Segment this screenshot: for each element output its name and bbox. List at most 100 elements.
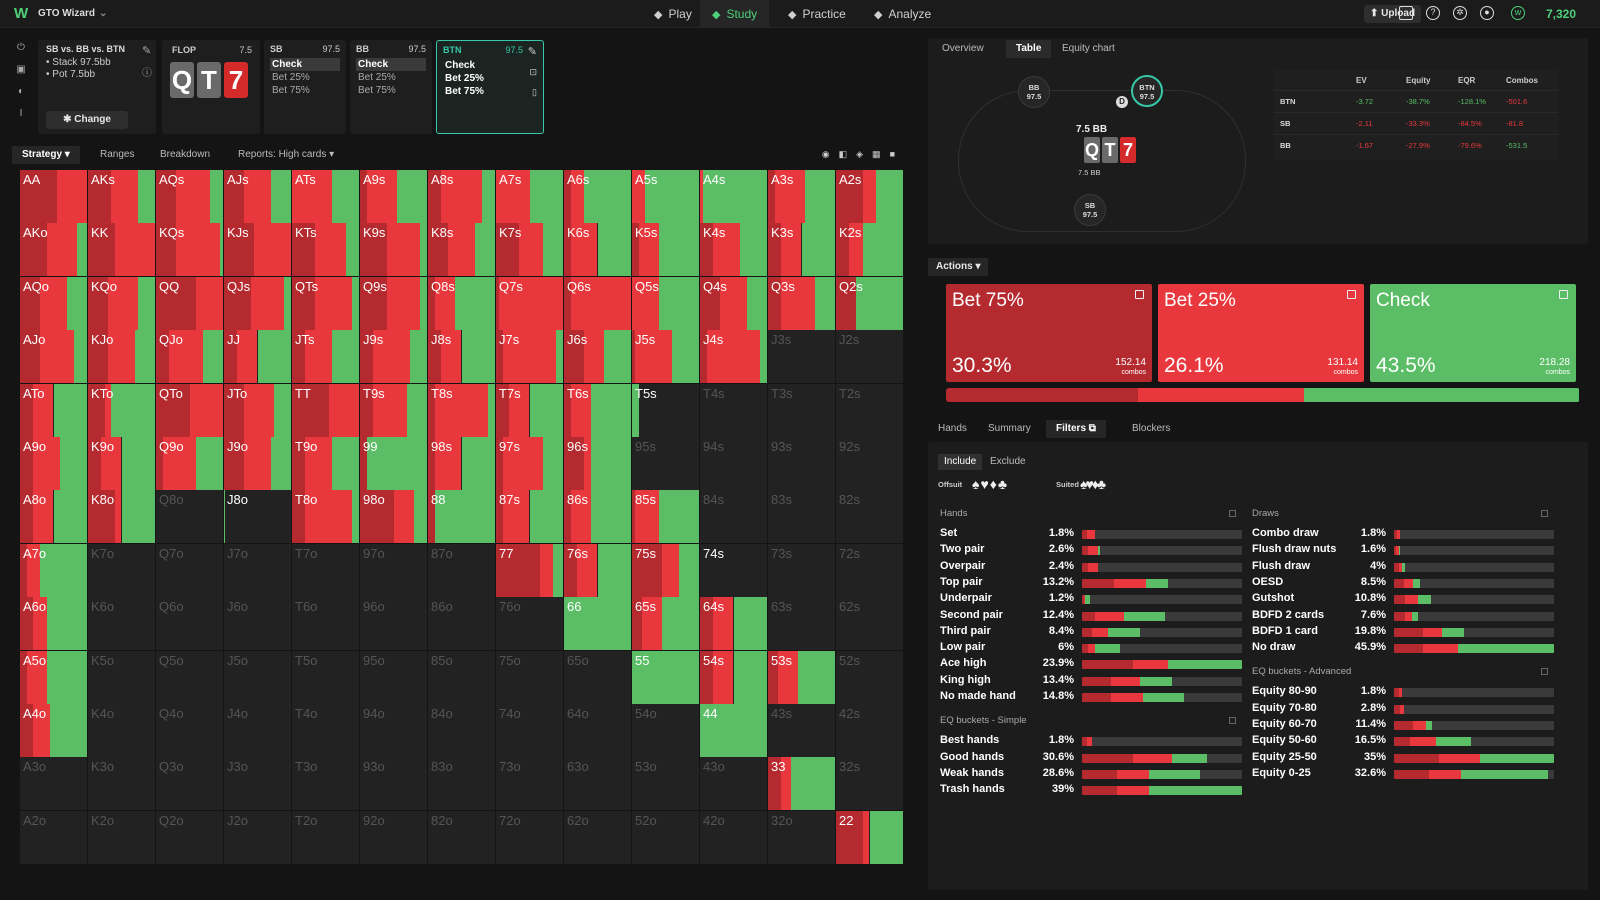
hand-cell[interactable]: 97s	[496, 437, 563, 490]
filter-row[interactable]: Weak hands 28.6%	[940, 766, 1242, 782]
seat-action-bet-25[interactable]: Bet 25%	[445, 73, 484, 84]
hand-cell[interactable]: A5o	[20, 650, 87, 704]
hand-cell[interactable]: T9o	[292, 437, 359, 490]
hand-cell[interactable]: 53o	[632, 757, 699, 811]
hand-cell[interactable]: 84o	[428, 704, 495, 757]
hand-cell[interactable]: J7s	[496, 330, 563, 384]
filter-row[interactable]: Third pair 8.4%	[940, 624, 1242, 640]
hand-cell[interactable]: K6s	[564, 223, 631, 277]
hand-cell[interactable]: T3s	[768, 383, 835, 437]
tab-filters[interactable]: Filters ⧉	[1046, 420, 1106, 438]
controller-icon[interactable]: ◐	[17, 86, 25, 97]
hand-cell[interactable]: J4s	[700, 330, 767, 384]
hand-cell[interactable]: J6s	[564, 330, 631, 384]
hand-cell[interactable]: 66	[564, 597, 631, 651]
hand-cell[interactable]: Q8o	[156, 490, 223, 544]
hand-cell[interactable]: 93s	[768, 437, 835, 490]
hand-cell[interactable]: 43s	[768, 704, 835, 757]
hand-cell[interactable]: 42o	[700, 810, 767, 864]
hand-cell[interactable]: AJs	[224, 170, 291, 223]
tab-reports[interactable]: Reports: High cards ▾	[238, 149, 335, 160]
table-seat-bb[interactable]: BB 97.5	[1018, 76, 1050, 108]
hand-cell[interactable]: ATo	[20, 383, 87, 437]
hand-cell[interactable]: K4s	[700, 223, 767, 277]
filter-row[interactable]: Flush draw 4%	[1252, 559, 1554, 575]
help-icon[interactable]: ?	[1426, 6, 1440, 20]
filter-row[interactable]: Equity 70-80 2.8%	[1252, 701, 1554, 717]
hand-cell[interactable]: KTo	[88, 383, 155, 437]
tab-table[interactable]: Table	[1006, 40, 1052, 58]
table-seat-btn[interactable]: BTN 97.5	[1131, 75, 1163, 107]
hand-cell[interactable]: A9o	[20, 437, 87, 490]
hand-cell[interactable]: Q5o	[156, 650, 223, 704]
hand-cell[interactable]: J4o	[224, 704, 291, 757]
hand-cell[interactable]: A6s	[564, 170, 631, 223]
hand-cell[interactable]: 43o	[700, 757, 767, 811]
filter-row[interactable]: Underpair 1.2%	[940, 591, 1242, 607]
tab-overview[interactable]: Overview	[942, 43, 984, 54]
tab-equity-chart[interactable]: Equity chart	[1062, 43, 1115, 54]
hand-cell[interactable]: Q2s	[836, 276, 903, 330]
filter-row[interactable]: Overpair 2.4%	[940, 559, 1242, 575]
filter-row[interactable]: Second pair 12.4%	[940, 608, 1242, 624]
hand-cell[interactable]: Q5s	[632, 276, 699, 330]
hand-cell[interactable]: A4o	[20, 704, 87, 757]
hand-cell[interactable]: A7o	[20, 543, 87, 597]
hand-cell[interactable]: 87s	[496, 490, 563, 544]
hand-cell[interactable]: J5s	[632, 330, 699, 384]
filter-row[interactable]: Equity 0-25 32.6%	[1252, 766, 1554, 782]
hand-cell[interactable]: QTo	[156, 383, 223, 437]
hand-cell[interactable]: AQo	[20, 276, 87, 330]
hand-cell[interactable]: 97o	[360, 543, 427, 597]
seat-sb[interactable]: 97.5 SB Check Bet 25% Bet 75%	[264, 40, 346, 134]
hand-cell[interactable]: K7o	[88, 543, 155, 597]
hand-cell[interactable]: J5o	[224, 650, 291, 704]
hand-cell[interactable]: 72o	[496, 810, 563, 864]
hand-cell[interactable]: T8s	[428, 383, 495, 437]
screenshot-icon[interactable]	[1399, 6, 1413, 20]
edit-seat-icon[interactable]: ✎	[527, 46, 537, 58]
hand-cell[interactable]: 77	[496, 543, 563, 597]
hand-cell[interactable]: K9s	[360, 223, 427, 277]
action-card-bet-75-[interactable]: Bet 75% 30.3% 152.14 combos	[946, 284, 1152, 382]
hand-cell[interactable]: Q7s	[496, 276, 563, 330]
hand-cell[interactable]: 95o	[360, 650, 427, 704]
hand-cell[interactable]: Q8s	[428, 276, 495, 330]
hand-cell[interactable]: 54s	[700, 650, 767, 704]
hand-cell[interactable]: Q4s	[700, 276, 767, 330]
hand-cell[interactable]: T5s	[632, 383, 699, 437]
seat-action-check[interactable]: Check	[356, 58, 426, 71]
hand-cell[interactable]: T9s	[360, 383, 427, 437]
hand-cell[interactable]: 92o	[360, 810, 427, 864]
lock-icon[interactable]: ⊡	[529, 67, 537, 77]
hand-cell[interactable]: 98o	[360, 490, 427, 544]
hand-cell[interactable]: KTs	[292, 223, 359, 277]
hand-cell[interactable]: 88	[428, 490, 495, 544]
hand-cell[interactable]: A8s	[428, 170, 495, 223]
offsuit-suit-filters[interactable]: ♠♥♦♣	[972, 476, 1009, 492]
hand-cell[interactable]: 85s	[632, 490, 699, 544]
filter-row[interactable]: BDFD 2 cards 7.6%	[1252, 608, 1554, 624]
hand-cell[interactable]: QJo	[156, 330, 223, 384]
hand-cell[interactable]: 98s	[428, 437, 495, 490]
hand-cell[interactable]: 86o	[428, 597, 495, 651]
hand-cell[interactable]: J2o	[224, 810, 291, 864]
hand-cell[interactable]: A3o	[20, 757, 87, 811]
hand-cell[interactable]: A4s	[700, 170, 767, 223]
filter-row[interactable]: Equity 80-90 1.8%	[1252, 684, 1554, 700]
hand-cell[interactable]: 83o	[428, 757, 495, 811]
info-icon[interactable]: ⓘ	[142, 68, 152, 79]
hand-cell[interactable]: 65s	[632, 597, 699, 651]
power-icon[interactable]: ⏻	[17, 42, 25, 53]
hand-cell[interactable]: A2s	[836, 170, 903, 223]
tab-strategy[interactable]: Strategy ▾	[12, 146, 80, 164]
hand-cell[interactable]: J9s	[360, 330, 427, 384]
hand-cell[interactable]: 55	[632, 650, 699, 704]
hand-cell[interactable]: A9s	[360, 170, 427, 223]
hand-cell[interactable]: J2s	[836, 330, 903, 384]
hand-cell[interactable]: 63o	[564, 757, 631, 811]
hand-cell[interactable]: J9o	[224, 437, 291, 490]
hand-cell[interactable]: 32s	[836, 757, 903, 811]
expand-icon[interactable]	[1135, 290, 1144, 299]
gear-icon[interactable]: ✲	[1453, 6, 1467, 20]
